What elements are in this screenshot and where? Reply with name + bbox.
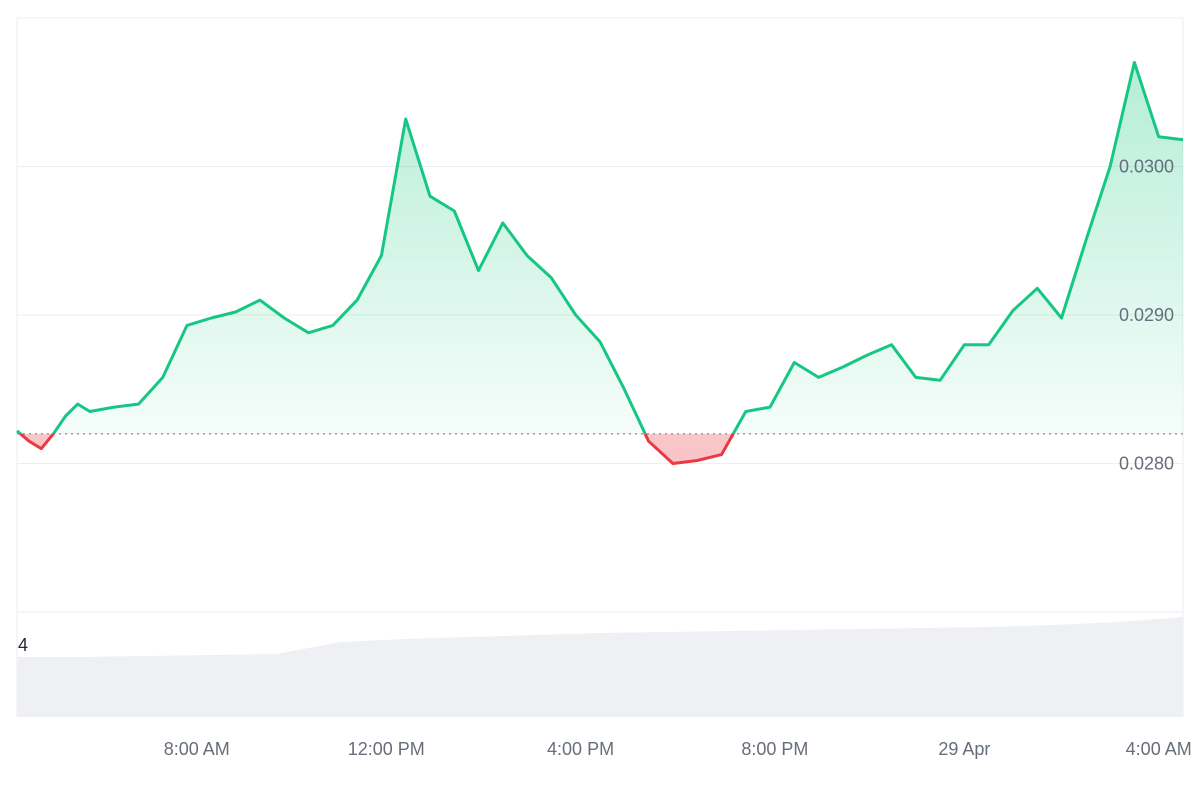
x-tick-label: 8:00 AM <box>164 739 230 759</box>
x-tick-label: 12:00 PM <box>348 739 425 759</box>
price-fill <box>17 62 1183 464</box>
x-tick-label: 4:00 AM <box>1126 739 1192 759</box>
volume-label: 4 <box>18 635 28 655</box>
y-tick-label: 0.0290 <box>1119 305 1174 325</box>
x-tick-label: 8:00 PM <box>741 739 808 759</box>
y-tick-label: 0.0280 <box>1119 454 1174 474</box>
y-tick-label: 0.0300 <box>1119 157 1174 177</box>
volume-fill <box>17 617 1183 717</box>
x-tick-label: 4:00 PM <box>547 739 614 759</box>
grid-lines <box>16 17 1184 717</box>
y-axis-labels: 0.0280 0.0290 0.0300 <box>1119 157 1174 474</box>
price-line-up <box>16 61 1184 434</box>
price-fill-up <box>17 62 1183 434</box>
x-tick-label: 29 Apr <box>938 739 990 759</box>
x-axis-labels: 8:00 AM 12:00 PM 4:00 PM 8:00 PM 29 Apr … <box>164 739 1192 759</box>
price-line <box>16 61 1184 465</box>
volume-area <box>17 617 1183 717</box>
